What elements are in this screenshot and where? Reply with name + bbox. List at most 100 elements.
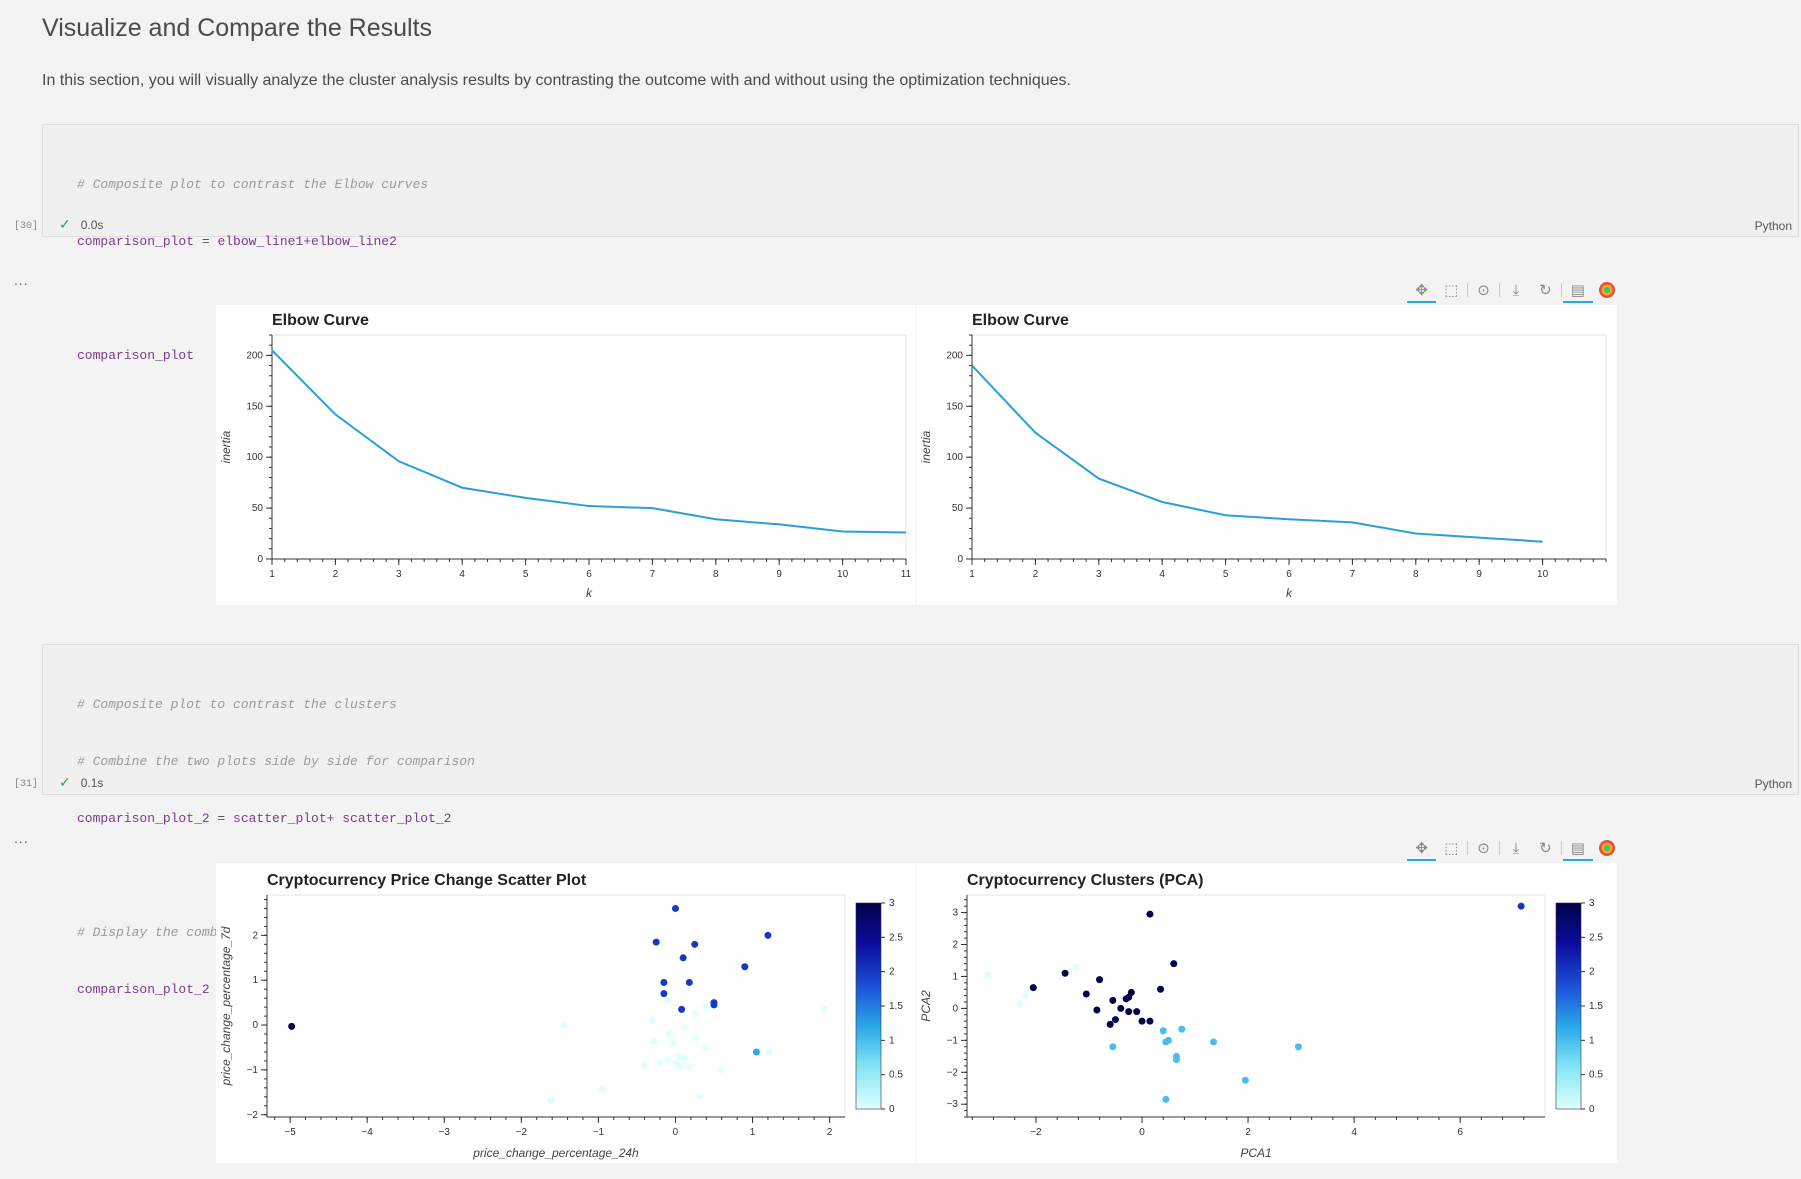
scatter-point [691,1035,699,1043]
pan-icon[interactable]: ✥ [1407,277,1437,303]
plot-frame [971,334,1607,560]
scatter-plots[interactable]: Cryptocurrency Price Change Scatter Plot… [216,863,1617,1163]
y-tick-label: −3 [947,1099,959,1110]
scatter-point [1016,1000,1024,1008]
scatter-point [671,1059,679,1067]
hover-icon[interactable]: ▤ [1563,835,1594,861]
x-tick-label: 4 [1159,569,1165,580]
scatter-point [701,1043,709,1051]
wheel-zoom-icon[interactable]: ⊙ [1477,840,1490,857]
x-tick-label: 6 [1457,1127,1463,1138]
colorbar-tick-label: 0 [889,1104,895,1115]
save-icon[interactable]: ⤓ [1512,839,1520,857]
y-tick-label: 150 [946,401,963,412]
language-label[interactable]: Python [1754,777,1792,791]
scatter-point [547,1096,555,1104]
colorbar-tick-label: 1.5 [1589,1001,1603,1012]
output-ellipsis[interactable]: ... [14,272,29,288]
scatter-point [1294,1043,1302,1051]
x-tick-label: 0 [1139,1127,1145,1138]
x-tick-label: 3 [1096,569,1102,580]
scatter-point [741,963,749,971]
x-tick-label: 3 [396,569,402,580]
x-tick-label: 6 [586,569,592,580]
chart-title: Cryptocurrency Price Change Scatter Plot [267,872,587,889]
x-tick-label: 9 [1476,569,1482,580]
scatter-point [984,971,992,979]
scatter-point [710,1001,718,1009]
x-tick-label: 2 [827,1127,833,1138]
code-operator: = [194,234,218,249]
intro-text: In this section, you will visually analy… [42,72,1071,89]
x-tick-label: 1 [269,569,275,580]
scatter-point [677,1062,685,1070]
x-tick-label: −4 [361,1127,373,1138]
code-cell[interactable]: # Composite plot to contrast the Elbow c… [42,124,1799,363]
scatter-point [1029,984,1037,992]
box-zoom-icon[interactable]: ⬚ [1444,840,1459,857]
code-editor[interactable]: # Composite plot to contrast the Elbow c… [77,137,428,403]
y-tick-label: 0 [952,1003,958,1014]
scatter-point [681,1055,689,1063]
elbow-plots[interactable]: Elbow Curve 1 2 3 4 5 6 7 8 9 10 11 0 50 100 150 200 k ine… [216,305,1617,605]
scatter-point [1096,976,1104,984]
execution-count: [31] [14,779,39,790]
hover-icon[interactable]: ▤ [1563,277,1594,303]
colorbar-tick-label: 2 [889,967,895,978]
scatter-point [681,1023,689,1031]
scatter-point [664,1055,672,1063]
scatter-point [1072,963,1080,971]
plot-frame [966,894,1546,1118]
scatter-point [1082,990,1090,998]
x-tick-label: 1 [969,569,975,580]
y-tick-label: 3 [952,908,958,919]
reset-icon[interactable]: ↻ [1539,840,1552,857]
y-tick-label: −2 [247,1110,259,1121]
chart-title: Elbow Curve [272,312,369,329]
scatter-point [1146,1017,1154,1025]
colorbar-tick-label: 2.5 [1589,932,1603,943]
save-icon[interactable]: ⤓ [1512,281,1520,299]
y-tick-label: 0 [252,1020,258,1031]
colorbar-tick-label: 0 [1589,1104,1595,1115]
bokeh-logo-icon[interactable] [1593,277,1622,303]
language-label[interactable]: Python [1754,219,1792,233]
colorbar-tick-label: 0.5 [1589,1070,1603,1081]
code-editor[interactable]: # Composite plot to contrast the cluster… [77,657,475,1037]
cell-status: ✓ 0.1s [59,774,103,791]
bokeh-logo-icon[interactable] [1593,835,1622,861]
page-title: Visualize and Compare the Results [42,14,433,42]
scatter-plots-svg[interactable]: Cryptocurrency Price Change Scatter Plot… [216,863,1617,1163]
scatter-point [669,1039,677,1047]
colorbar [855,902,882,1110]
y-tick-label: 100 [946,452,963,463]
scatter-point [664,996,672,1004]
code-cell[interactable]: # Composite plot to contrast the cluster… [42,644,1799,997]
pan-icon[interactable]: ✥ [1407,835,1437,861]
y-tick-label: 200 [946,350,963,361]
x-tick-label: 2 [333,569,339,580]
toolbar-divider [1499,283,1501,297]
output-ellipsis[interactable]: ... [14,830,29,846]
execution-time: 0.0s [80,217,104,232]
y-tick-label: −1 [247,1065,259,1076]
reset-icon[interactable]: ↻ [1539,282,1552,299]
x-tick-label: 10 [1537,569,1549,580]
x-tick-label: 9 [776,569,782,580]
scatter-point [679,954,687,962]
toolbar-divider [1466,283,1468,297]
box-zoom-icon[interactable]: ⬚ [1444,282,1459,299]
x-tick-label: 4 [1351,1127,1357,1138]
wheel-zoom-icon[interactable]: ⊙ [1477,282,1490,299]
scatter-point [1111,1016,1119,1024]
code-comment: # Composite plot to contrast the Elbow c… [77,177,429,192]
scatter-point [1170,960,1178,968]
y-tick-label: −2 [947,1067,959,1078]
y-axis-label: inertia [219,430,233,463]
colorbar-tick-label: 3 [1589,898,1595,909]
scatter-point [678,1005,686,1013]
scatter-point [1146,910,1154,918]
x-tick-label: 10 [837,569,849,580]
chart-title: Cryptocurrency Clusters (PCA) [967,872,1204,889]
